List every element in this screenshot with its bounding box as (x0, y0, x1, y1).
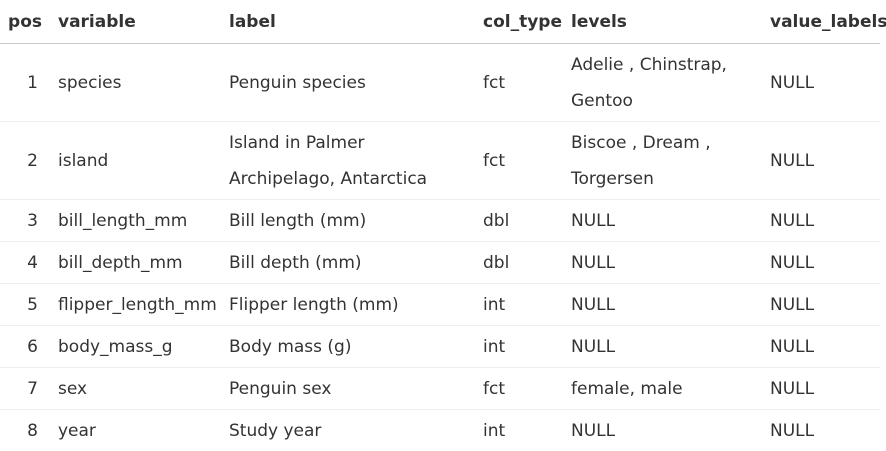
header-row: pos variable label col_type levels value… (0, 0, 886, 44)
cell-pos: 4 (0, 241, 50, 284)
cell-variable: island (50, 121, 221, 200)
cell-levels: NULL (563, 241, 762, 284)
cell-col-type: dbl (475, 241, 563, 284)
cell-pos: 2 (0, 121, 50, 200)
cell-variable: sex (50, 367, 221, 410)
table-header: pos variable label col_type levels value… (0, 0, 886, 44)
cell-value-labels: NULL (762, 199, 880, 242)
cell-levels: NULL (563, 325, 762, 368)
table-row: 2 island Island in Palmer Archipelago, A… (0, 121, 880, 200)
header-pos: pos (0, 0, 50, 44)
cell-pos: 7 (0, 367, 50, 410)
cell-levels: female, male (563, 367, 762, 410)
cell-pos: 8 (27, 420, 38, 441)
cell-value-labels: NULL (762, 241, 880, 284)
cell-col-type: fct (475, 367, 563, 410)
table-body: 1 species Penguin species fct Adelie , C… (0, 43, 880, 451)
cell-col-type: fct (475, 121, 563, 200)
cell-variable: bill_depth_mm (50, 241, 221, 284)
cell-label: Bill length (mm) (221, 199, 475, 242)
cell-col-type: fct (475, 43, 563, 122)
cell-levels: NULL (563, 199, 762, 242)
cell-label: Island in Palmer Archipelago, Antarctica (221, 121, 475, 200)
cell-pos: 5 (0, 283, 50, 326)
cell-label: Study year (229, 420, 322, 441)
cell-pos: 6 (0, 325, 50, 368)
header-label: label (221, 0, 475, 44)
table-row: 6 body_mass_g Body mass (g) int NULL NUL… (0, 325, 880, 368)
table-row: 4 bill_depth_mm Bill depth (mm) dbl NULL… (0, 241, 880, 284)
cell-levels: Adelie , Chinstrap, Gentoo (563, 43, 762, 122)
cell-levels: NULL (571, 420, 616, 441)
table-row: 1 species Penguin species fct Adelie , C… (0, 43, 880, 122)
cell-variable: year (58, 420, 96, 441)
cell-label: Penguin species (221, 43, 475, 122)
table-row: 7 sex Penguin sex fct female, male NULL (0, 367, 880, 410)
cell-col-type: int (483, 420, 506, 441)
cell-value-labels: NULL (770, 420, 815, 441)
cell-label: Flipper length (mm) (221, 283, 475, 326)
cell-variable: bill_length_mm (50, 199, 221, 242)
cell-label: Penguin sex (221, 367, 475, 410)
cell-value-labels: NULL (762, 121, 880, 200)
cell-levels: NULL (563, 283, 762, 326)
table-row: 5 flipper_length_mm Flipper length (mm) … (0, 283, 880, 326)
header-variable: variable (50, 0, 221, 44)
cell-col-type: int (475, 283, 563, 326)
cell-value-labels: NULL (762, 325, 880, 368)
cell-label: Body mass (g) (221, 325, 475, 368)
cell-value-labels: NULL (762, 43, 880, 122)
table-row: 3 bill_length_mm Bill length (mm) dbl NU… (0, 199, 880, 242)
cell-variable: species (50, 43, 221, 122)
cell-variable: body_mass_g (50, 325, 221, 368)
cell-variable: flipper_length_mm (50, 283, 221, 326)
table-row: 8 year Study year int NULL NULL (0, 410, 880, 451)
cell-value-labels: NULL (762, 367, 880, 410)
header-col-type: col_type (475, 0, 563, 44)
header-value-labels: value_labels (762, 0, 886, 44)
cell-pos: 1 (0, 43, 50, 122)
cell-levels: Biscoe , Dream , Torgersen (563, 121, 762, 200)
cell-col-type: int (475, 325, 563, 368)
cell-col-type: dbl (475, 199, 563, 242)
header-levels: levels (563, 0, 762, 44)
cell-value-labels: NULL (762, 283, 880, 326)
cell-label: Bill depth (mm) (221, 241, 475, 284)
cell-pos: 3 (0, 199, 50, 242)
